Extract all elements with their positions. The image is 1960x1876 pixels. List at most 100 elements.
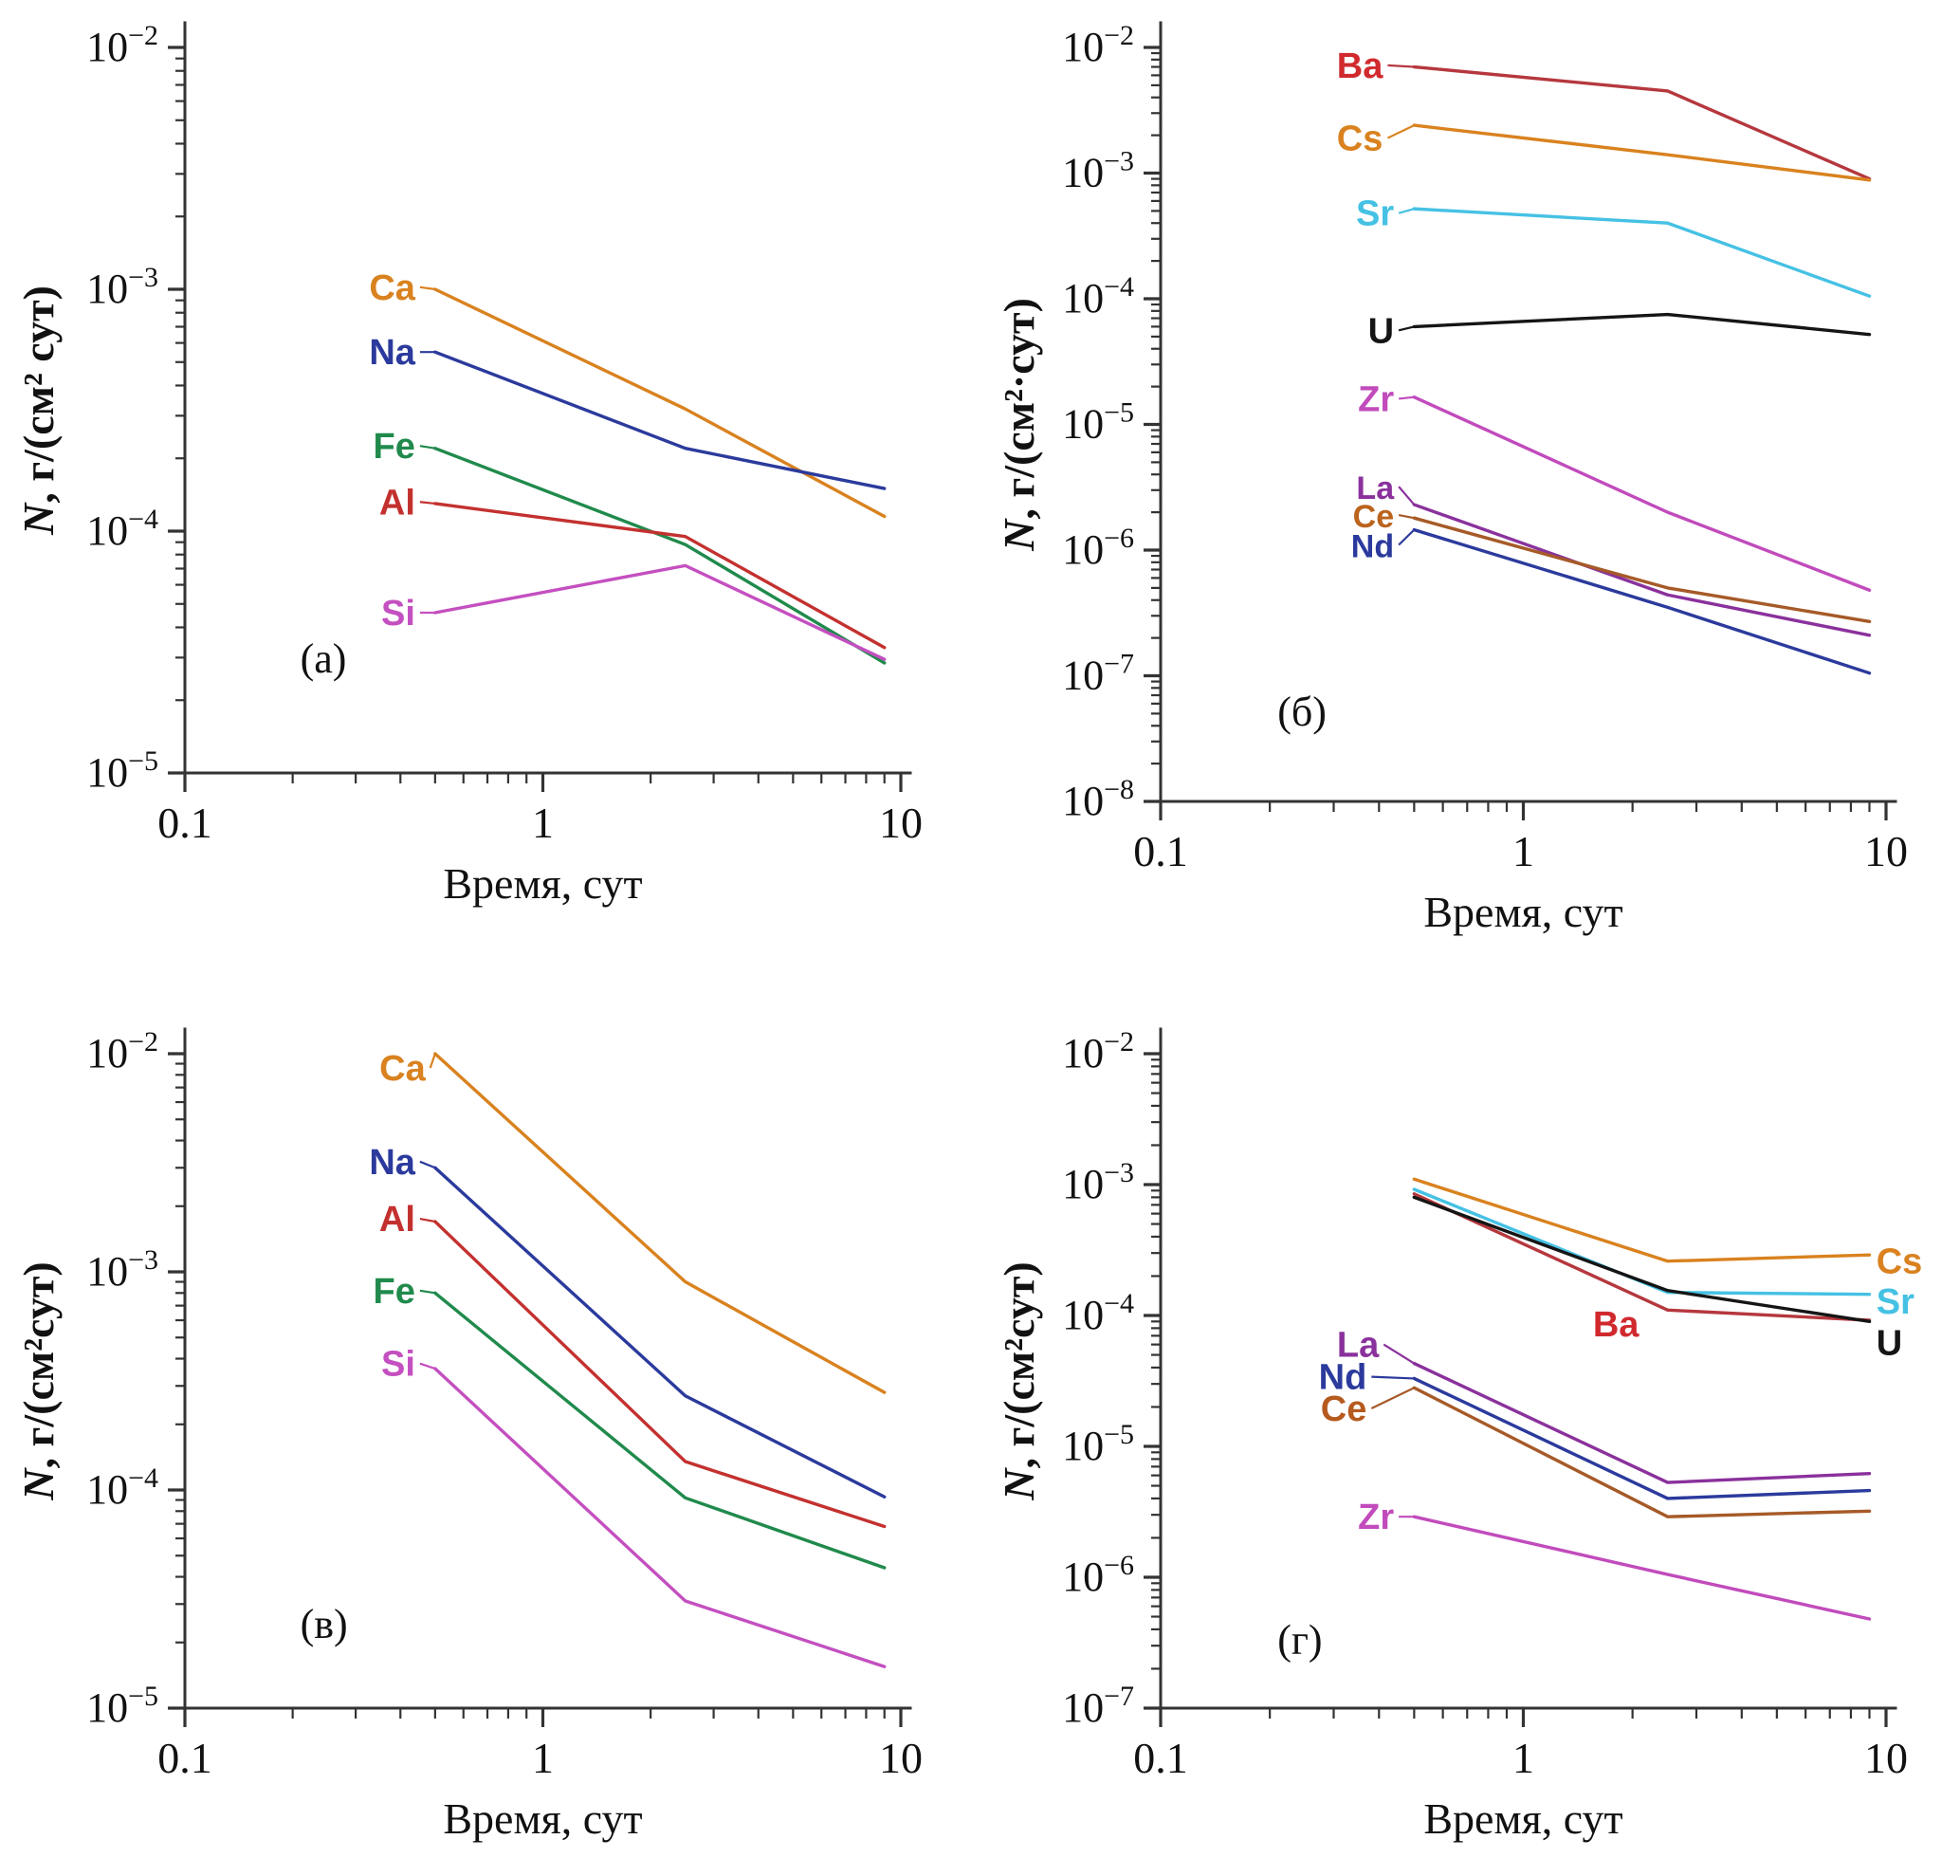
y-axis-title: N, г/(см² сут) xyxy=(14,285,63,536)
series-label-leader-Nd xyxy=(1398,528,1416,546)
panel-g: 10−2 10−3 10−4 10−5 10−6 10−7 0.1 1 10 Время, сут… xyxy=(980,938,1960,1876)
y-ticks xyxy=(168,1052,185,1710)
series-line-Fe xyxy=(433,446,887,665)
y-tick-labels: 10−2 10−3 10−4 10−5 10−6 10−7 10−8 xyxy=(1062,20,1134,824)
axes xyxy=(182,1027,912,1710)
x-tick-label: 10 xyxy=(879,799,923,847)
series-line-Zr xyxy=(1412,395,1872,592)
series-label-leader-U xyxy=(1398,325,1415,332)
y-axis-title: N, г/(см²·сут) xyxy=(995,298,1043,552)
y-tick-label: 10−2 xyxy=(86,1026,158,1076)
series-line-Ba xyxy=(1412,64,1872,181)
series-label-leader-Ce xyxy=(1398,513,1415,520)
series-line-Na xyxy=(433,1166,887,1499)
series-line-La xyxy=(1412,503,1872,637)
x-axis-title: Время, сут xyxy=(443,1794,642,1843)
series-line-U xyxy=(1412,1195,1872,1324)
x-tick-labels: 0.1 1 10 xyxy=(157,1734,923,1782)
x-tick-label: 1 xyxy=(1512,1734,1534,1782)
series-label-Sr: Sr xyxy=(1356,194,1394,234)
x-axis-title: Время, сут xyxy=(1423,888,1622,936)
x-tick-label: 10 xyxy=(1864,1734,1908,1782)
series-line-Nd xyxy=(1412,1376,1872,1500)
x-ticks xyxy=(1159,1708,1888,1727)
series-lines xyxy=(433,287,887,665)
y-tick-label: 10−7 xyxy=(1062,649,1134,699)
series-line-Ce xyxy=(1412,516,1872,624)
panel-letter-label: (б) xyxy=(1277,689,1327,735)
y-tick-label: 10−4 xyxy=(1062,271,1134,322)
y-tick-labels: 10−2 10−3 10−4 10−5 xyxy=(86,20,158,796)
series-line-Ba xyxy=(1412,1192,1872,1322)
x-axis-title: Время, сут xyxy=(1423,1794,1622,1843)
x-tick-label: 1 xyxy=(532,799,554,847)
series-line-Al xyxy=(433,502,887,650)
series-label-Cs: Cs xyxy=(1337,120,1383,159)
y-axis-title: N, г/(см²сут) xyxy=(995,1261,1043,1501)
x-tick-label: 0.1 xyxy=(1133,1734,1188,1782)
x-tick-label: 1 xyxy=(532,1734,554,1782)
series-line-La xyxy=(1412,1361,1872,1484)
series-line-Si xyxy=(433,1367,887,1668)
x-ticks xyxy=(183,1708,903,1727)
series-label-leader-Fe xyxy=(419,1289,436,1295)
series-line-Ca xyxy=(433,1052,887,1394)
series-label-Ca: Ca xyxy=(369,268,415,308)
series-labels: Ca Na Fe Al Si xyxy=(369,268,436,634)
series-labels: Ca Na Al Fe Si xyxy=(369,1049,436,1385)
series-label-Na: Na xyxy=(369,333,415,373)
series-label-Ce: Ce xyxy=(1321,1389,1367,1429)
series-label-Si: Si xyxy=(381,594,415,634)
series-label-leader-Al xyxy=(419,1218,436,1223)
x-tick-label: 0.1 xyxy=(157,799,212,847)
y-ticks xyxy=(168,46,185,775)
y-tick-label: 10−4 xyxy=(1062,1288,1134,1338)
y-tick-label: 10−5 xyxy=(1062,1419,1134,1469)
series-lines xyxy=(1412,1177,1872,1621)
series-line-Nd xyxy=(1412,527,1872,675)
series-label-Ba: Ba xyxy=(1337,46,1383,86)
x-tick-label: 1 xyxy=(1512,827,1534,875)
axes xyxy=(1158,21,1897,803)
y-axis-title: N, г/(см²сут) xyxy=(14,1261,63,1501)
y-tick-label: 10−6 xyxy=(1062,1550,1134,1600)
series-lines xyxy=(433,1052,887,1668)
y-ticks xyxy=(1144,46,1161,803)
panel-letter-label: (а) xyxy=(301,635,347,682)
series-label-leader-Ca xyxy=(429,1053,436,1069)
series-label-Sr: Sr xyxy=(1877,1282,1914,1322)
series-line-Ca xyxy=(433,287,887,519)
y-tick-label: 10−3 xyxy=(1062,146,1134,196)
series-label-Nd: Nd xyxy=(1319,1358,1367,1398)
x-tick-label: 10 xyxy=(879,1734,923,1782)
panel-v: 10−2 10−3 10−4 10−5 0.1 1 10 Время, сут N, г/(см… xyxy=(0,938,980,1876)
series-label-La: La xyxy=(1356,470,1395,506)
y-tick-label: 10−5 xyxy=(1062,397,1134,448)
y-tick-label: 10−2 xyxy=(1062,1026,1134,1076)
series-label-leader-Nd xyxy=(1371,1375,1415,1380)
series-label-Ce: Ce xyxy=(1353,499,1394,535)
series-label-U: U xyxy=(1368,311,1394,351)
x-axis-title: Время, сут xyxy=(443,859,642,908)
series-label-leader-Ba xyxy=(1387,64,1415,68)
panel-letter-label: (в) xyxy=(301,1601,348,1647)
series-line-Zr xyxy=(1412,1515,1872,1621)
series-label-Ca: Ca xyxy=(379,1049,426,1089)
series-line-Ce xyxy=(1412,1386,1872,1518)
axes xyxy=(182,21,912,775)
series-label-leader-La xyxy=(1398,486,1416,506)
x-tick-labels: 0.1 1 10 xyxy=(1133,827,1908,875)
series-label-leader-Fe xyxy=(419,445,436,450)
series-label-Zr: Zr xyxy=(1358,1498,1394,1537)
series-label-Nd: Nd xyxy=(1351,529,1394,565)
x-tick-label: 0.1 xyxy=(1133,827,1188,875)
panel-v-chart: 10−2 10−3 10−4 10−50.1 1 10 Время, сут N, г/(см… xyxy=(14,1026,923,1843)
series-label-leader-Al xyxy=(419,501,435,506)
series-label-leader-Na xyxy=(419,1160,436,1169)
x-tick-labels: 0.1 1 10 xyxy=(1133,1734,1908,1782)
series-line-Al xyxy=(433,1220,887,1529)
series-label-Ba: Ba xyxy=(1593,1305,1639,1345)
y-tick-label: 10−7 xyxy=(1062,1681,1134,1731)
series-line-Sr xyxy=(1412,1187,1872,1297)
x-tick-label: 10 xyxy=(1864,827,1908,875)
